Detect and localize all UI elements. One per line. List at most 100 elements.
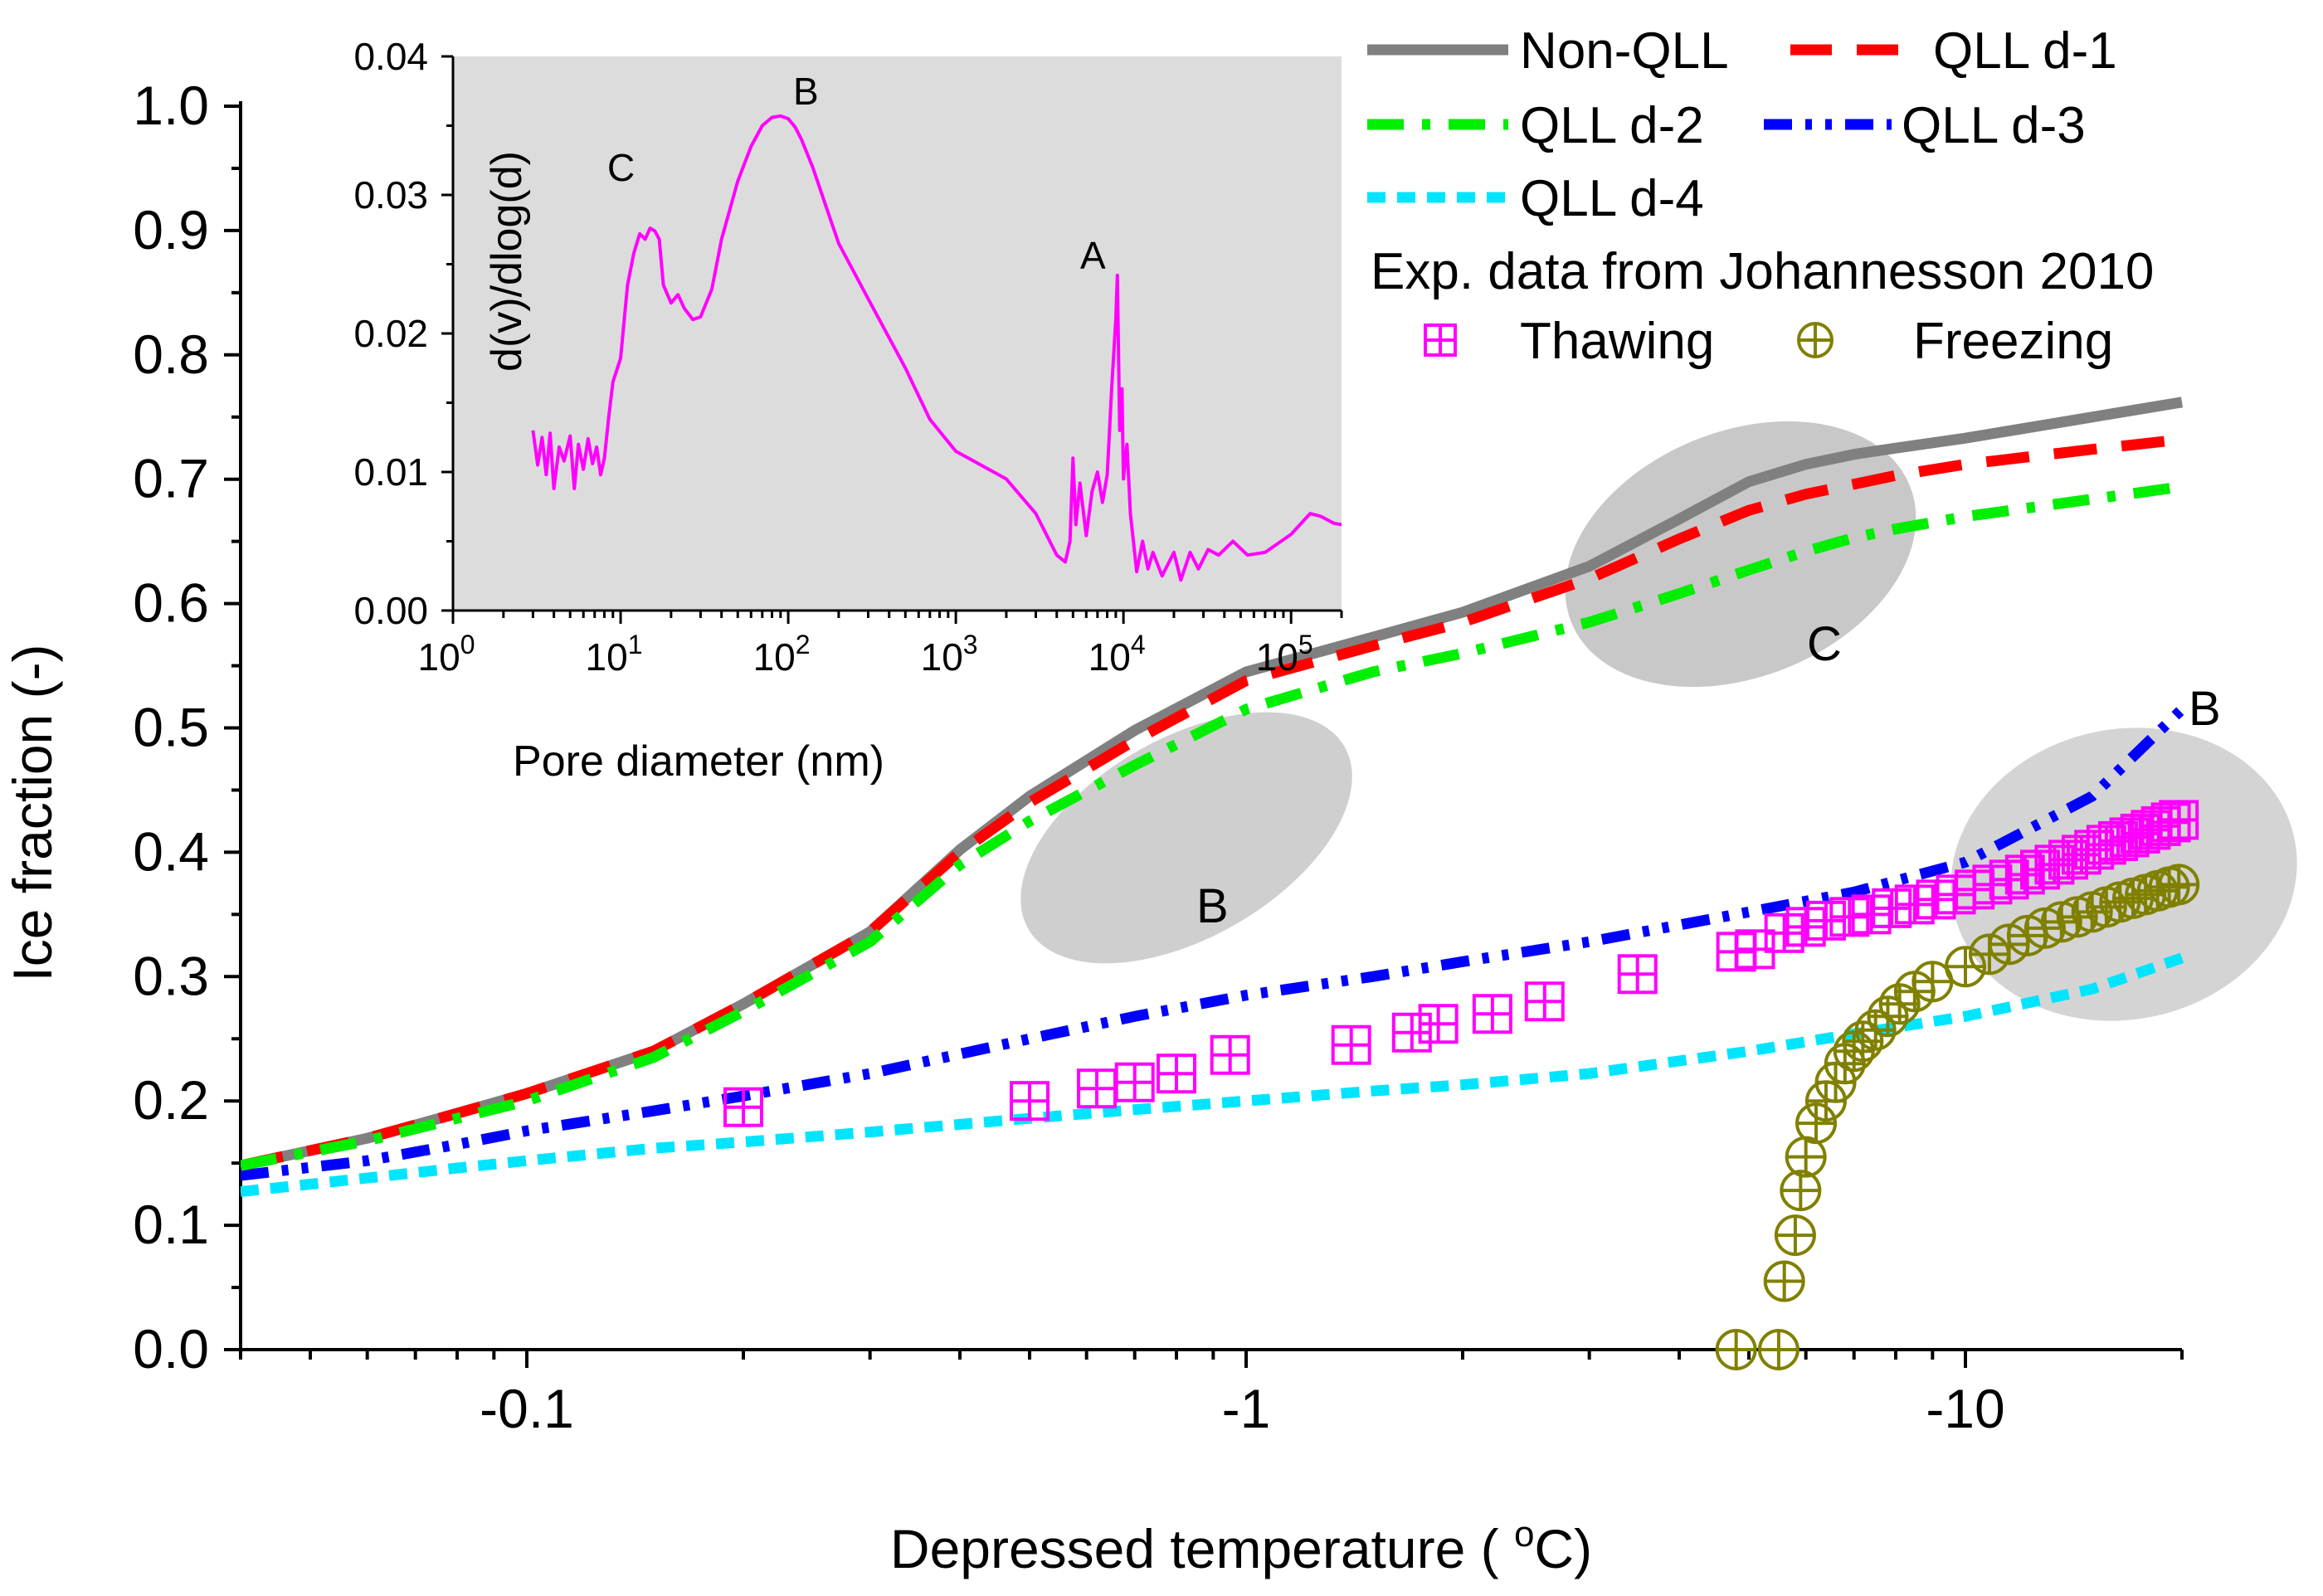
main-y-tick-label: 0.0 [133,1318,209,1379]
main-y-tick-label: 0.9 [133,199,209,260]
freezing-point [1715,1329,1757,1370]
annotation-c: C [1807,617,1842,671]
thawing-point [1764,912,1804,953]
thawing-point [1785,907,1826,947]
thawing-point [1156,1053,1196,1094]
legend-marker-thawing [1424,324,1457,357]
inset-background [453,56,1342,611]
x-title-degree-sup: o [1514,1514,1534,1555]
main-y-tick-label: 0.2 [133,1069,209,1131]
main-y-tick-label: 0.3 [133,945,209,1006]
inset-annotation-c: C [607,146,635,189]
freezing-point [1833,1030,1875,1073]
tick-exponent: 0 [460,630,475,659]
main-y-tick-label: 0.7 [133,448,209,509]
inset-y-tick-label: 0.02 [353,312,428,355]
annotation-b-middle: B [1196,879,1229,933]
inset-x-tick-label: 101 [586,630,643,679]
tick-exponent: 3 [963,630,978,659]
main-x-tick-label: -0.1 [480,1378,574,1439]
inset-x-tick-label: 100 [418,630,475,679]
series-line-qll-d-4 [241,952,2184,1198]
tick-base: 10 [418,635,460,679]
thawing-point [1872,888,1912,928]
annotation-b-right: B [2189,682,2221,736]
ellipse-b-middle [1020,712,1352,964]
thawing-point [1472,994,1512,1034]
tick-base: 10 [753,635,796,679]
thawing-point [723,1087,764,1127]
main-y-tick-label: 0.4 [133,820,209,882]
x-title-suffix: ) [1574,1518,1592,1579]
inset-y-tick-label: 0.01 [353,450,428,494]
series-line-qll-d-2 [241,481,2183,1171]
legend-header: Exp. data from Johannesson 2010 [1371,243,2154,300]
tick-base: 10 [1088,635,1131,679]
legend-label-non-qll: Non-QLL [1520,22,1729,80]
inset-x-tick-label: 104 [1088,630,1146,679]
thawing-point [2159,800,2199,840]
thawing-point [2131,810,2171,850]
legend-label-thawing: Thawing [1520,313,1714,370]
inset-x-tick-label: 103 [921,630,978,679]
thawing-point [1851,894,1892,935]
thawing-point [1391,1012,1432,1053]
x-title-unit: C [1534,1518,1574,1579]
freezing-point [2158,864,2200,906]
main-x-axis-title: Depressed temperature ( oC) [890,1514,1592,1579]
thawing-point [1114,1062,1155,1102]
thawing-point [2097,820,2138,861]
thawing-point [1735,929,1775,970]
main-y-axis-title: Ice fraction (-) [2,644,63,981]
inset-x-tick-label: 105 [1256,630,1313,679]
inset-x-tick-label: 102 [753,630,811,679]
legend-label-freezing: Freezing [1913,313,2113,370]
main-plot: 0.0 0.1 0.2 0.3 0.4 0.5 0.6 0.7 0.8 0.9 1.0 -0.1 -1 -… [133,75,2200,1439]
thawing-point [1077,1068,1118,1109]
freezing-point [1795,1102,1838,1145]
thawing-point [1418,1004,1459,1044]
inset-x-axis-title: Pore diameter (nm) [513,737,884,786]
x-title-prefix: Depressed temperature ( [890,1518,1514,1579]
thawing-point [2150,802,2191,843]
tick-exponent: 5 [1298,630,1313,659]
legend-label-qll-d1: QLL d-1 [1933,22,2117,80]
thawing-point [1805,900,1846,941]
main-y-tick-label: 1.0 [133,75,209,136]
tick-base: 10 [586,635,628,679]
main-y-tick-label: 0.6 [133,572,209,634]
inset-y-tick-label: 0.00 [353,589,428,632]
inset-y-tick-label: 0.04 [353,35,428,78]
thawing-point [1894,884,1935,925]
main-x-tick-label: -1 [1222,1378,1271,1439]
freezing-point [1757,1329,1799,1370]
freezing-point [1785,1136,1827,1178]
legend-marker-freezing [1797,322,1834,358]
tick-base: 10 [921,635,963,679]
freezing-point [1780,1170,1822,1212]
highlight-ellipses [1020,421,2297,1021]
series-line-qll-d-1 [241,434,2183,1171]
legend: Non-QLL QLL d-1 QLL d-2 QLL d-3 QLL d-4 … [1367,22,2154,370]
inset-y-axis-title: d(v)/dlog(d) [483,151,531,372]
main-x-tick-label: -10 [1926,1378,2004,1439]
ellipse-c [1565,421,1916,688]
main-y-tick-label: 0.5 [133,697,209,758]
thawing-point [1916,879,1956,920]
legend-label-qll-d2: QLL d-2 [1520,97,1704,154]
tick-base: 10 [1256,635,1298,679]
inset-y-tick-label: 0.03 [353,173,428,217]
thawing-point [1617,954,1658,995]
thawing-point [1210,1034,1250,1075]
tick-exponent: 1 [628,630,643,659]
freezing-point [1945,946,1987,988]
inset-annotation-b: B [793,70,819,113]
tick-exponent: 4 [1131,630,1146,659]
inset-annotation-a: A [1080,234,1106,277]
freezing-point [1763,1260,1805,1302]
main-y-tick-label: 0.8 [133,324,209,385]
main-y-tick-label: 0.1 [133,1194,209,1255]
thawing-point [1010,1081,1050,1122]
ellipse-b-right [1950,727,2297,1021]
